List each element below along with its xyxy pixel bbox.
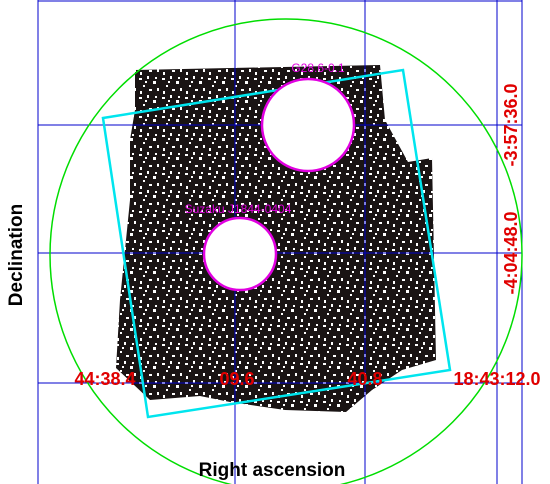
x-axis-label: Right ascension — [199, 460, 346, 481]
region-label: Suzaku J1844-0404 — [185, 202, 292, 216]
x-tick-label: 40.8 — [347, 369, 382, 389]
region-circle — [262, 79, 354, 171]
y-tick-label: -3:57:36.0 — [501, 83, 521, 166]
x-tick-label: 44:38.4 — [74, 369, 135, 389]
x-tick-label: 09.6 — [219, 369, 254, 389]
y-axis-label: Declination — [6, 204, 27, 306]
sky-image: G28.6-0.1 Suzaku J1844-0404 44:38.4 09.6… — [0, 0, 550, 484]
y-tick-label: -4:04:48.0 — [501, 211, 521, 294]
x-tick-label: 18:43:12.0 — [453, 369, 540, 389]
region-label: G28.6-0.1 — [291, 61, 345, 75]
page: G28.6-0.1 Suzaku J1844-0404 44:38.4 09.6… — [0, 0, 550, 484]
region-circle — [204, 218, 276, 290]
